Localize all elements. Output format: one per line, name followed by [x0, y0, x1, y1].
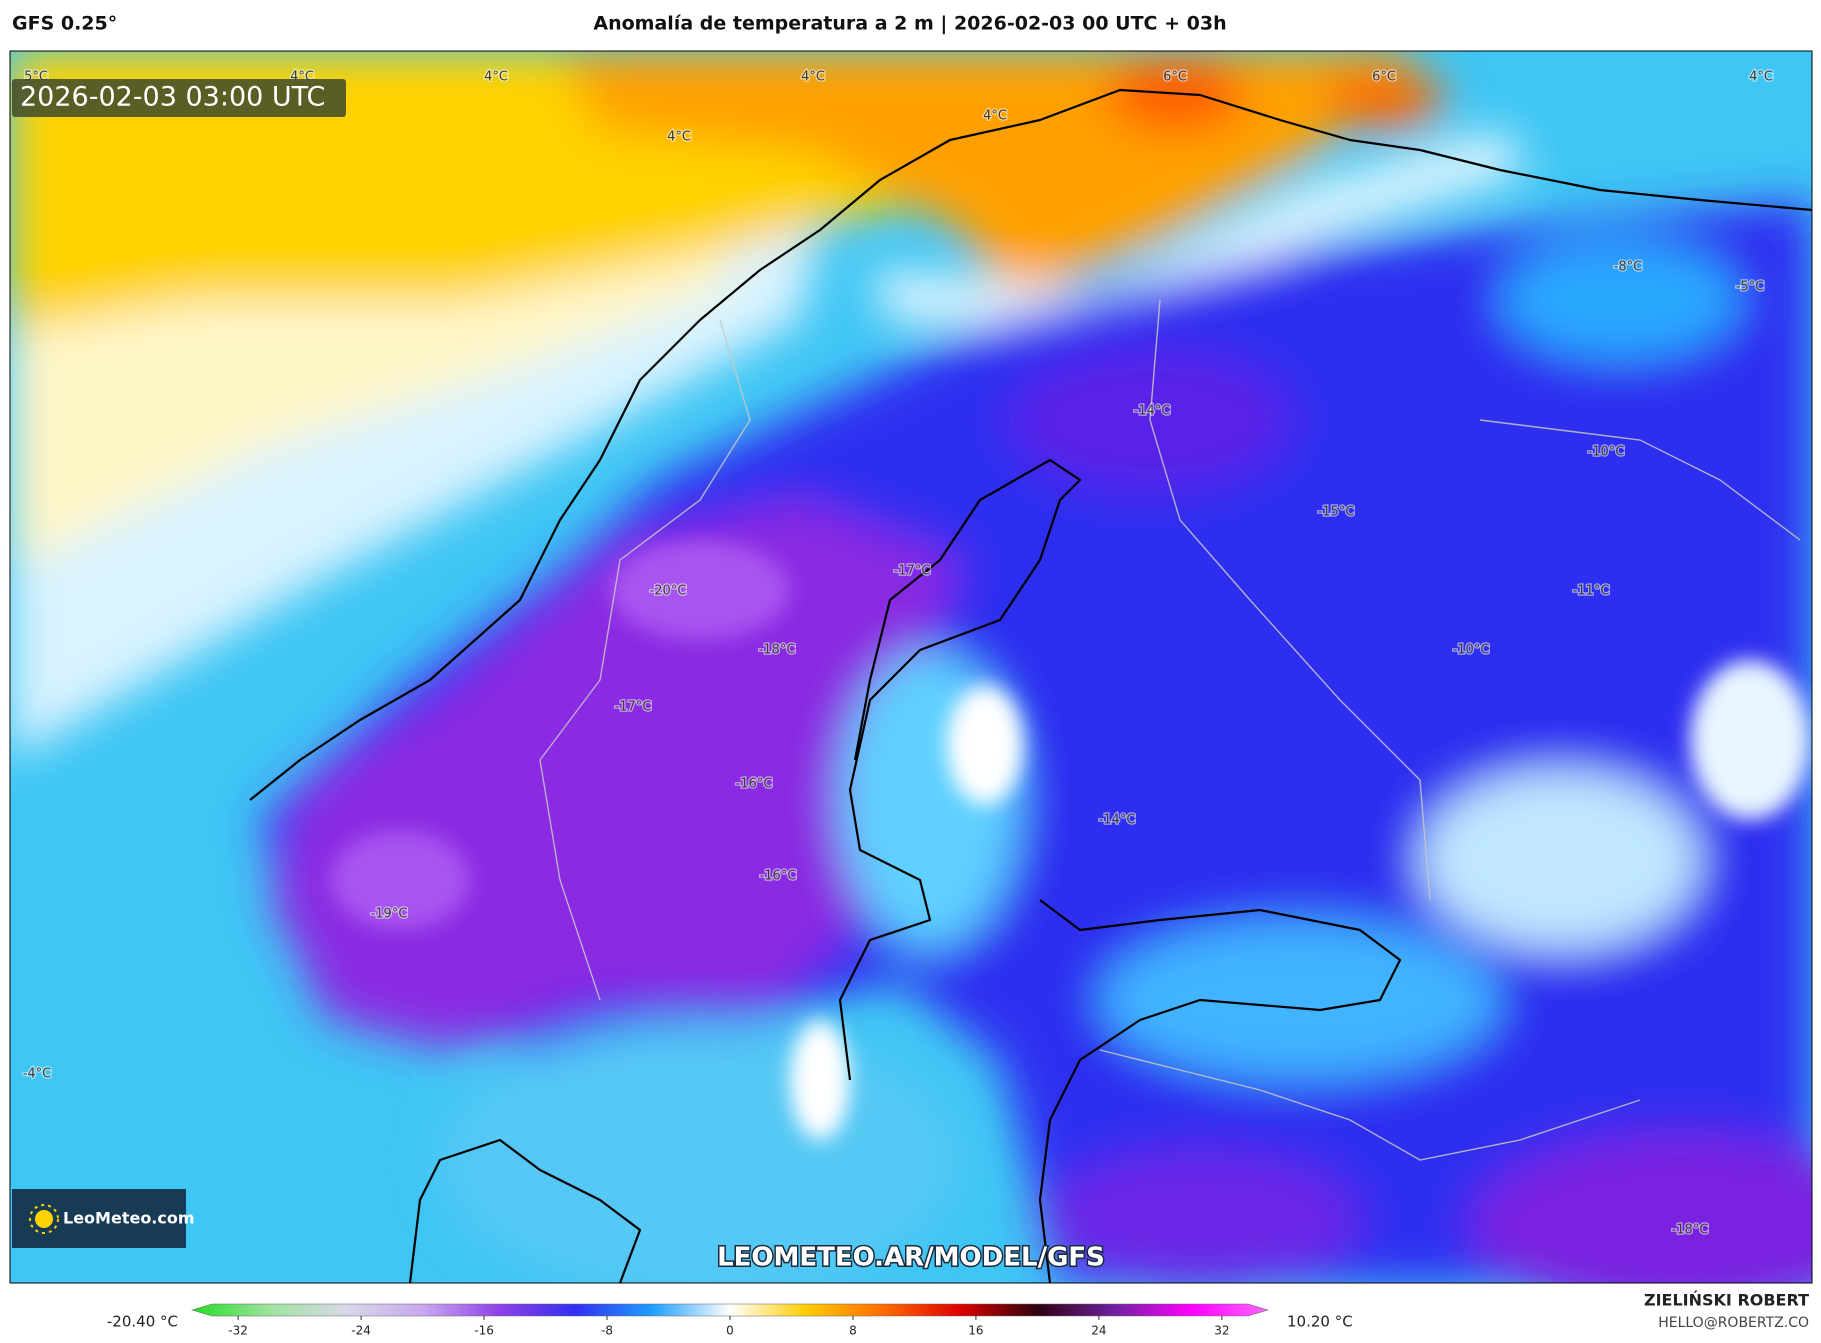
contour-label: -10°C: [1588, 445, 1625, 460]
colorbar-tick-label: 32: [1214, 1324, 1229, 1338]
email: HELLO@ROBERTZ.CO: [1658, 1315, 1809, 1331]
colorbar-tick-label: 16: [968, 1324, 983, 1338]
colorbar-max-label: 10.20 °C: [1287, 1313, 1353, 1331]
border: [539, 319, 751, 1001]
contour-label: 6°C: [1372, 70, 1396, 85]
timestamp: 2026-02-03 03:00 UTC: [20, 82, 325, 113]
contour-label: -10°C: [1453, 643, 1490, 658]
contour-label: -5°C: [1736, 280, 1765, 295]
map-frame: [9, 50, 1813, 1284]
colorbar-tick-label: 24: [1091, 1324, 1106, 1338]
contour-label: 4°C: [801, 70, 825, 85]
contour-label: 4°C: [1749, 70, 1773, 85]
colorbar-tick-label: -32: [228, 1324, 248, 1338]
contour-label: -18°C: [759, 643, 796, 658]
logo-rays: [29, 1204, 59, 1234]
author: ZIELIŃSKI ROBERT: [1644, 1291, 1809, 1310]
contour-label: -17°C: [894, 564, 931, 579]
contour-label: -11°C: [1573, 584, 1610, 599]
border: [1149, 299, 1431, 901]
timestamp-box: [12, 79, 346, 117]
contour-label: 4°C: [983, 109, 1007, 124]
colorbar: -32 -24 -16 -8 0 8 16 24 32: [190, 1303, 1270, 1338]
contour-label: -17°C: [615, 700, 652, 715]
logo: LeoMeteo.com: [63, 1209, 195, 1228]
contour-labels: 5°C 4°C 4°C 4°C4°C4°C6°C 6°C 4°C-8°C-5°C-14°C…: [21, 68, 1774, 1239]
contour-label: -16°C: [736, 777, 773, 792]
border: [1479, 419, 1801, 541]
logo-sun: [35, 1210, 53, 1228]
colorbar-tick-label: -8: [601, 1324, 613, 1338]
watermark: LEOMETEO.AR/MODEL/GFS: [717, 1243, 1105, 1273]
coastline: [249, 88, 1812, 801]
contour-label: -14°C: [1134, 404, 1171, 419]
model-name: GFS 0.25°: [12, 13, 117, 35]
contour-label: -4°C: [23, 1067, 52, 1082]
colorbar-tick-label: -24: [351, 1324, 371, 1338]
contour-label: -8°C: [1614, 260, 1643, 275]
contour-label: -15°C: [1318, 505, 1355, 520]
coastline: [838, 458, 1082, 1081]
colorbar-tick-label: 8: [849, 1324, 857, 1338]
contour-label: -18°C: [1672, 1223, 1709, 1238]
contour-label: 6°C: [1163, 70, 1187, 85]
contour-label: -20°C: [650, 584, 687, 599]
map-title: Anomalía de temperatura a 2 m | 2026-02-…: [593, 13, 1226, 35]
border: [1099, 1049, 1641, 1161]
map: 5°C 4°C 4°C 4°C4°C4°C6°C 6°C 4°C-8°C-5°C-14°C…: [10, 51, 1812, 1283]
contour-label: -19°C: [371, 907, 408, 922]
coastline: [1038, 899, 1402, 1283]
field-detail: [330, 540, 1810, 1140]
contour-label: -16°C: [760, 869, 797, 884]
colorbar-scale: [190, 1303, 1270, 1317]
contour-label: 4°C: [484, 70, 508, 85]
colorbar-tick-label: -16: [474, 1324, 494, 1338]
colorbar-tick-label: 0: [726, 1324, 734, 1338]
contour-label: -14°C: [1099, 813, 1136, 828]
colorbar-min-label: -20.40 °C: [107, 1313, 178, 1331]
contour-label: 4°C: [667, 130, 691, 145]
coastline: [408, 1138, 642, 1283]
